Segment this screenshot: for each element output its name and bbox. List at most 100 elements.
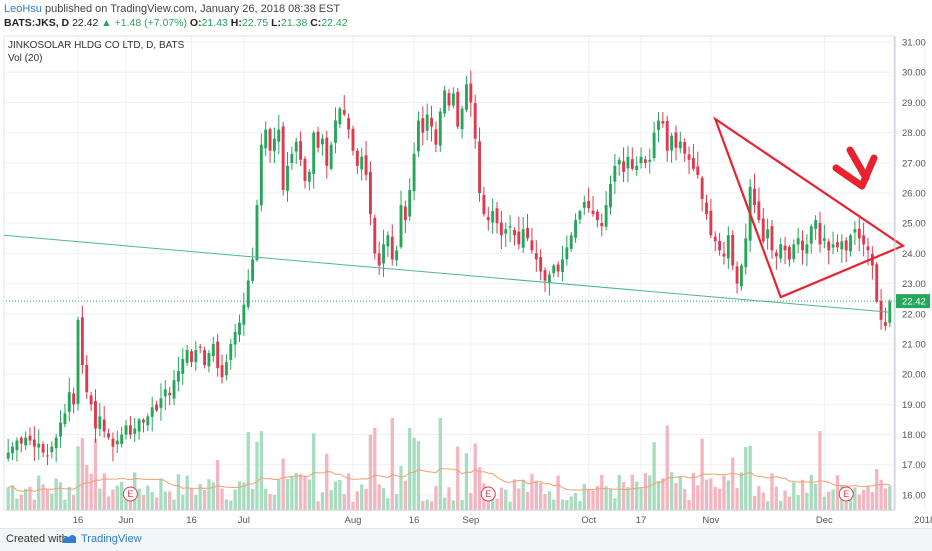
price-axis[interactable]: 16.00 17.00 18.00 19.00 20.00 21.00 22.00 23.00… <box>894 36 926 510</box>
candle-body <box>801 240 804 251</box>
candle-body <box>63 413 67 425</box>
candle-body <box>539 257 543 272</box>
candle-body <box>491 211 495 223</box>
volume-bar <box>600 474 604 510</box>
candle-body <box>744 238 748 268</box>
volume-bar <box>460 500 464 510</box>
price-tick-label: 26.00 <box>902 188 926 199</box>
up-triangle-icon: ▲ <box>101 17 112 29</box>
volume-bar <box>150 492 154 510</box>
candle-body <box>670 135 674 151</box>
volume-bar <box>696 485 700 510</box>
volume-bar <box>98 488 102 510</box>
volume-bar <box>866 486 870 510</box>
earnings-marker-label: E <box>485 489 491 499</box>
candle-body <box>412 153 416 192</box>
volume-bar <box>757 486 761 510</box>
earnings-marker[interactable] <box>838 486 854 502</box>
tradingview-brand[interactable]: TradingView <box>81 533 142 545</box>
volume-bar <box>691 472 696 510</box>
volume-bar <box>250 488 255 510</box>
candle-body <box>342 110 346 115</box>
volume-bar <box>442 497 447 510</box>
volume-bar <box>268 494 272 510</box>
candle-body <box>364 155 368 175</box>
candle-body <box>875 264 879 302</box>
candle-body <box>399 205 403 248</box>
candle-body <box>766 229 770 239</box>
volume-bar <box>800 479 805 510</box>
candle-body <box>85 364 89 393</box>
candle-body <box>657 120 660 130</box>
candle-body <box>674 132 678 148</box>
volume-bar <box>464 453 469 510</box>
candle-body <box>15 440 19 451</box>
candle-body <box>238 322 241 335</box>
price-tick-label: 22.00 <box>902 309 926 320</box>
volume-bar <box>875 469 879 510</box>
price-tick-label: 31.00 <box>902 38 926 49</box>
candle-body <box>844 240 848 251</box>
price-tick-label: 19.00 <box>902 400 926 411</box>
candle-body <box>334 120 337 143</box>
volume-bar <box>185 475 189 510</box>
volume-bar <box>765 501 770 510</box>
open-label: O: <box>189 17 202 29</box>
volume-bar <box>237 481 242 510</box>
candle-body <box>561 259 564 273</box>
volume-bar <box>76 446 80 510</box>
time-tick-label: 16 <box>73 515 84 526</box>
time-tick-label: Jun <box>118 515 133 526</box>
candle-body <box>168 392 172 396</box>
candle-body <box>421 118 425 133</box>
volume-bar <box>713 486 717 510</box>
last-price-tag-text: 22.42 <box>902 297 926 308</box>
legend-title: JINKOSOLAR HLDG CO LTD, D, BATS <box>8 40 185 51</box>
candle-body <box>194 349 198 363</box>
author-link[interactable]: LeoHsu <box>4 3 42 15</box>
candle-body <box>849 235 852 252</box>
candle-body <box>543 270 547 281</box>
volume-bar <box>499 487 504 510</box>
candle-body <box>630 159 634 169</box>
candle-body <box>482 194 486 215</box>
volume-bar <box>403 480 408 510</box>
candle-body <box>609 183 612 208</box>
volume-bar <box>835 475 840 510</box>
volume-bar <box>381 487 386 510</box>
candle-body <box>290 153 294 164</box>
volume-bar <box>333 481 338 510</box>
publish-line: LeoHsu published on TradingView.com, Jan… <box>4 3 340 15</box>
volume-bar <box>639 488 643 510</box>
candle-body <box>41 444 45 453</box>
volume-bar <box>377 484 381 510</box>
candle-body <box>272 138 276 152</box>
volume-bar <box>805 492 809 510</box>
candle-body <box>316 131 320 148</box>
candle-body <box>687 154 691 160</box>
earnings-marker[interactable] <box>480 486 496 502</box>
volume-bar <box>608 489 613 510</box>
candle-body <box>403 206 407 221</box>
candle-body <box>478 141 481 193</box>
volume-bar <box>726 480 730 510</box>
volume-bar <box>473 443 477 510</box>
candle-body <box>700 177 704 200</box>
volume-bar <box>220 488 224 510</box>
earnings-marker[interactable] <box>122 486 138 502</box>
time-tick-label: 16 <box>186 515 197 526</box>
candle-body <box>259 144 263 206</box>
candle-body <box>233 331 237 345</box>
volume-bar <box>595 485 600 510</box>
time-axis[interactable]: 16Jun16JulAug16SepOct17NovDec201816 <box>6 509 932 526</box>
candle-body <box>582 202 586 208</box>
symbol-label: BATS:JKS, D <box>4 17 70 29</box>
candle-body <box>809 226 813 244</box>
volume-bar <box>54 478 58 510</box>
candle-body <box>24 437 28 446</box>
volume-bar <box>543 493 547 510</box>
volume-bar <box>207 479 211 510</box>
volume-bar <box>154 497 159 510</box>
